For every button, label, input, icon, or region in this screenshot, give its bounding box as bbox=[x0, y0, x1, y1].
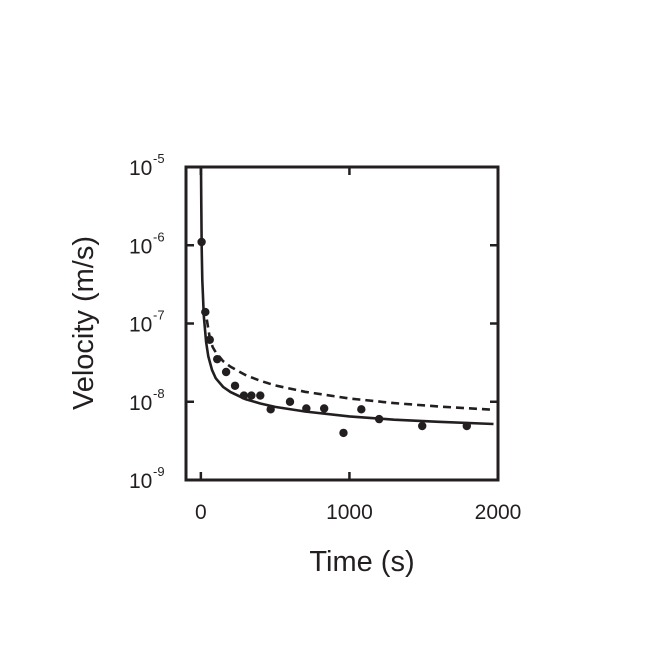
data-point bbox=[285, 397, 295, 406]
y-tick-exponent: -9 bbox=[153, 464, 165, 479]
data-point bbox=[230, 381, 240, 390]
data-point bbox=[201, 307, 210, 317]
data-point bbox=[266, 405, 275, 414]
data-points bbox=[197, 237, 471, 438]
data-point bbox=[319, 404, 329, 413]
solid-fit-curve bbox=[199, 166, 494, 426]
y-tick-label: 10 bbox=[129, 470, 152, 493]
y-tick-exponent: -7 bbox=[153, 308, 165, 323]
y-tick-label: 10 bbox=[129, 235, 152, 258]
data-point bbox=[221, 367, 231, 377]
x-tick-label: 0 bbox=[195, 501, 207, 524]
y-tick-label: 10 bbox=[129, 157, 152, 180]
data-point bbox=[205, 335, 214, 344]
data-point bbox=[247, 391, 256, 400]
data-point bbox=[418, 421, 427, 431]
y-tick-label: 10 bbox=[129, 314, 152, 337]
y-tick-labels: 10-510-610-710-810-9 bbox=[129, 151, 165, 493]
data-point bbox=[213, 354, 222, 364]
data-point bbox=[256, 391, 265, 400]
data-point bbox=[339, 428, 348, 438]
y-tick-exponent: -8 bbox=[153, 386, 165, 401]
data-point bbox=[239, 391, 249, 400]
data-point bbox=[374, 414, 384, 424]
dashed-fit-curve bbox=[205, 319, 494, 412]
data-point bbox=[197, 237, 206, 247]
curve-layer bbox=[199, 166, 494, 426]
data-point bbox=[357, 405, 366, 414]
y-axis-title: Velocity (m/s) bbox=[68, 236, 100, 410]
x-tick-label: 2000 bbox=[475, 501, 522, 524]
data-point bbox=[462, 421, 471, 431]
y-tick-exponent: -6 bbox=[153, 229, 165, 244]
data-point bbox=[302, 404, 311, 413]
plot-frame bbox=[184, 165, 500, 482]
x-tick-label: 1000 bbox=[326, 501, 373, 524]
y-tick-label: 10 bbox=[129, 392, 152, 415]
x-axis-title: Time (s) bbox=[309, 546, 414, 578]
x-tick-labels: 0 1000 2000 bbox=[195, 501, 521, 524]
y-tick-exponent: -5 bbox=[153, 151, 165, 166]
